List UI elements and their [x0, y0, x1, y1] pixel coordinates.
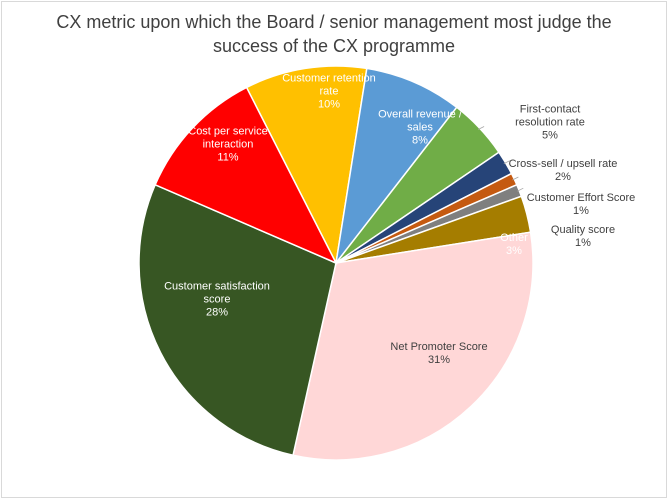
data-label-cross-sell-upsell-rate: Cross-sell / upsell rate 2%: [509, 158, 618, 183]
pie-slice-customer-retention-rate: [245, 65, 368, 266]
data-label-cost-per-service-interaction: Cost per service interaction 11%: [188, 126, 267, 164]
data-label-customer-effort-score: Customer Effort Score 1%: [527, 192, 636, 217]
data-label-other: Other 3%: [500, 232, 528, 257]
chart-title: CX metric upon which the Board / senior …: [2, 10, 666, 58]
leader-line: [503, 160, 510, 165]
data-label-overall-revenue-sales: Overall revenue / sales 8%: [378, 109, 463, 147]
pie-slice-net-promoter-score: [292, 231, 534, 461]
data-label-customer-retention-rate: Customer retention rate 10%: [282, 73, 376, 111]
data-label-customer-satisfaction-score: Customer satisfaction score 28%: [164, 281, 270, 319]
leader-lines: [477, 126, 524, 192]
pie-slice-cost-per-service-interaction: [154, 86, 338, 265]
leader-line: [512, 176, 519, 181]
data-label-first-contact-resolution-rate: First-contact resolution rate 5%: [515, 104, 585, 142]
data-label-net-promoter-score: Net Promoter Score 31%: [390, 341, 487, 366]
leader-line: [477, 126, 485, 130]
pie-slices: [138, 65, 534, 461]
pie-slice-customer-satisfaction-score: [138, 183, 337, 457]
chart-title-line-1: CX metric upon which the Board / senior …: [56, 12, 612, 32]
data-label-quality-score: Quality score 1%: [551, 224, 615, 249]
leader-line: [517, 187, 524, 192]
data-labels: Customer retention rate 10%Overall revenue…: [164, 73, 635, 367]
chart-title-line-2: success of the CX programme: [212, 36, 456, 56]
pie-slice-overall-revenue-sales: [335, 67, 458, 264]
